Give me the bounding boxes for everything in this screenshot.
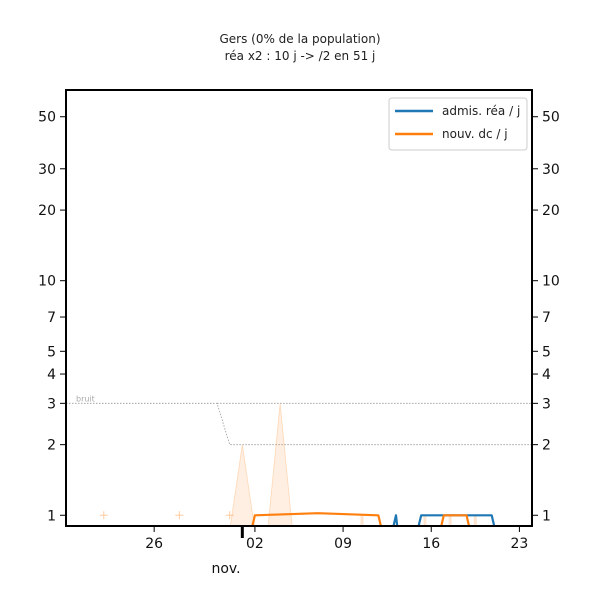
y-tick-label-left-7: 20: [38, 203, 56, 219]
series-0-segment-0: [392, 514, 399, 527]
noise-line-label: bruit: [76, 394, 95, 403]
x-tick-label-0: 26: [145, 536, 163, 552]
series-1-segment-1: [440, 514, 471, 527]
raw-death-cross-1: [175, 511, 184, 520]
y-tick-label-left-3: 4: [47, 367, 56, 383]
raw-death-cross-2: [225, 511, 234, 520]
x-axis: 26 02 09 16 23: [145, 526, 528, 552]
legend: admis. réa / j nouv. dc / j: [388, 97, 528, 151]
x-month-label: nov.: [211, 561, 240, 577]
y-tick-label-left-0: 1: [47, 508, 56, 524]
y-tick-label-right-0: 1: [542, 508, 551, 524]
series-1-segment-0: [251, 512, 382, 527]
noise-layer: bruit: [66, 394, 532, 446]
raw-death-cross-0: [99, 511, 108, 520]
series-0-segment-1: [417, 514, 496, 527]
raw-deaths-layer: [99, 403, 477, 527]
y-tick-label-right-2: 3: [542, 396, 551, 412]
y-tick-label-left-2: 3: [47, 396, 56, 412]
y-tick-label-right-5: 7: [542, 310, 551, 326]
y-tick-label-left-6: 10: [38, 274, 56, 290]
y-tick-label-left-8: 30: [38, 162, 56, 178]
y-tick-label-left-5: 7: [47, 310, 56, 326]
noise-line-before: [66, 402, 532, 446]
legend-label-deaths: nouv. dc / j: [442, 127, 508, 141]
y-axis: 1 1 2 2 3 3 4 4 5 5 7 7 10 10 20 20 30 30 50 50: [38, 110, 560, 525]
x-tick-label-1: 02: [246, 536, 264, 552]
x-tick-label-3: 16: [422, 536, 440, 552]
chart-subtitle: réa x2 : 10 j -> /2 en 51 j: [225, 49, 376, 63]
raw-death-spike-0: [229, 444, 255, 527]
y-tick-label-right-8: 30: [542, 162, 560, 178]
x-tick-label-2: 09: [334, 536, 352, 552]
raw-death-spike-1: [267, 403, 293, 527]
x-tick-label-4: 23: [510, 536, 528, 552]
y-tick-label-right-9: 50: [542, 110, 560, 126]
y-tick-label-right-3: 4: [542, 367, 551, 383]
y-tick-label-left-4: 5: [47, 344, 56, 360]
plot-frame: [65, 89, 533, 527]
y-tick-label-right-1: 2: [542, 438, 551, 454]
legend-label-reanimation: admis. réa / j: [442, 104, 520, 118]
series-layer: [251, 512, 496, 527]
y-tick-label-right-7: 20: [542, 203, 560, 219]
y-tick-label-left-9: 50: [38, 110, 56, 126]
y-tick-label-left-1: 2: [47, 438, 56, 454]
y-tick-label-right-4: 5: [542, 344, 551, 360]
y-tick-label-right-6: 10: [542, 274, 560, 290]
chart-title: Gers (0% de la population): [219, 32, 380, 46]
